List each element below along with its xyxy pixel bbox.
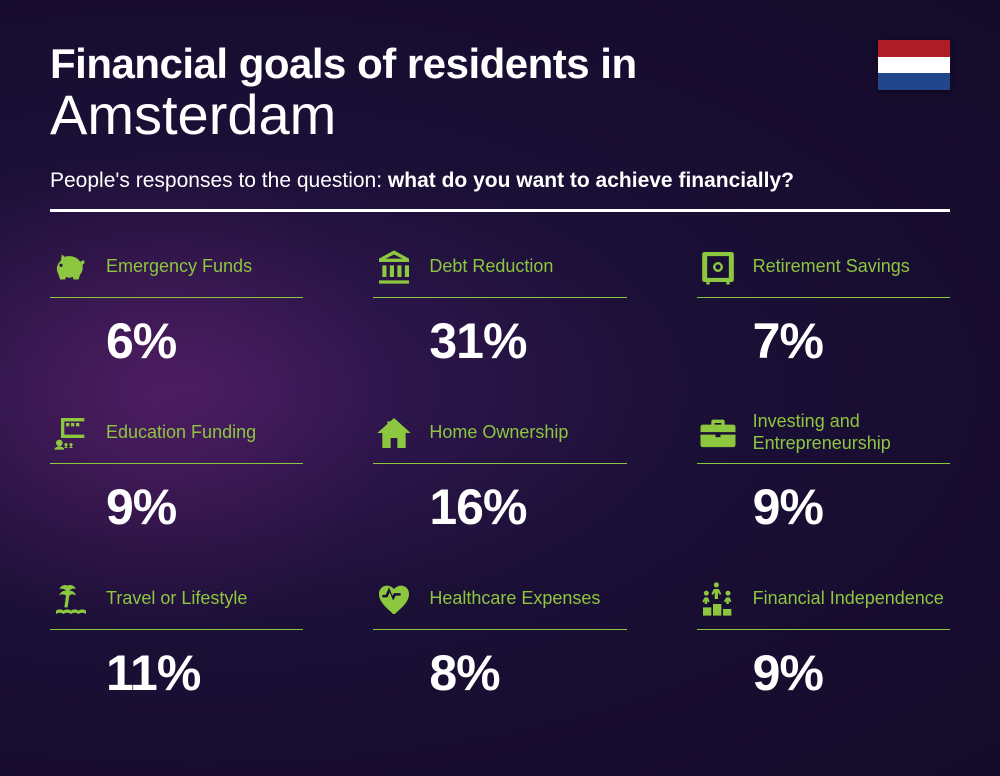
header-divider	[50, 209, 950, 212]
stat-item-head: Home Ownership	[373, 410, 626, 464]
stat-item: Financial Independence 9%	[697, 576, 950, 702]
stat-value: 31%	[429, 312, 626, 370]
piggy-bank-icon	[50, 246, 92, 288]
stat-label: Education Funding	[106, 422, 256, 444]
stat-item-head: Education Funding	[50, 410, 303, 464]
stat-item-head: Retirement Savings	[697, 244, 950, 298]
briefcase-icon	[697, 412, 739, 454]
stat-value: 9%	[753, 644, 950, 702]
stat-value: 8%	[429, 644, 626, 702]
stat-value: 16%	[429, 478, 626, 536]
stat-item: Emergency Funds 6%	[50, 244, 303, 370]
stat-value: 7%	[753, 312, 950, 370]
stat-label: Financial Independence	[753, 588, 944, 610]
stat-item: Retirement Savings 7%	[697, 244, 950, 370]
stat-item-head: Debt Reduction	[373, 244, 626, 298]
stat-item-head: Travel or Lifestyle	[50, 576, 303, 630]
stat-label: Home Ownership	[429, 422, 568, 444]
stat-item: Healthcare Expenses 8%	[373, 576, 626, 702]
stat-item-head: Emergency Funds	[50, 244, 303, 298]
stat-label: Healthcare Expenses	[429, 588, 600, 610]
stat-label: Emergency Funds	[106, 256, 252, 278]
stat-item-head: Healthcare Expenses	[373, 576, 626, 630]
stat-item-head: Investing and Entrepreneurship	[697, 410, 950, 464]
bank-icon	[373, 246, 415, 288]
presentation-icon	[50, 412, 92, 454]
stat-item: Home Ownership 16%	[373, 410, 626, 536]
stat-label: Retirement Savings	[753, 256, 910, 278]
podium-icon	[697, 578, 739, 620]
title-line-2: Amsterdam	[50, 82, 950, 147]
subtitle: People's responses to the question: what…	[50, 169, 950, 193]
stat-label: Travel or Lifestyle	[106, 588, 247, 610]
stat-item: Debt Reduction 31%	[373, 244, 626, 370]
island-icon	[50, 578, 92, 620]
subtitle-prefix: People's responses to the question:	[50, 169, 388, 192]
stat-value: 9%	[106, 478, 303, 536]
title-line-1: Financial goals of residents in	[50, 40, 950, 88]
stats-grid: Emergency Funds 6% Debt Reduction 31% Retire…	[50, 244, 950, 702]
safe-icon	[697, 246, 739, 288]
header: Financial goals of residents in Amsterda…	[50, 40, 950, 212]
stat-value: 11%	[106, 644, 303, 702]
house-icon	[373, 412, 415, 454]
stat-value: 6%	[106, 312, 303, 370]
subtitle-bold: what do you want to achieve financially?	[388, 169, 794, 192]
stat-item: Education Funding 9%	[50, 410, 303, 536]
heart-pulse-icon	[373, 578, 415, 620]
stat-item: Investing and Entrepreneurship 9%	[697, 410, 950, 536]
stat-label: Investing and Entrepreneurship	[753, 411, 950, 454]
stat-item: Travel or Lifestyle 11%	[50, 576, 303, 702]
stat-value: 9%	[753, 478, 950, 536]
stat-item-head: Financial Independence	[697, 576, 950, 630]
stat-label: Debt Reduction	[429, 256, 553, 278]
